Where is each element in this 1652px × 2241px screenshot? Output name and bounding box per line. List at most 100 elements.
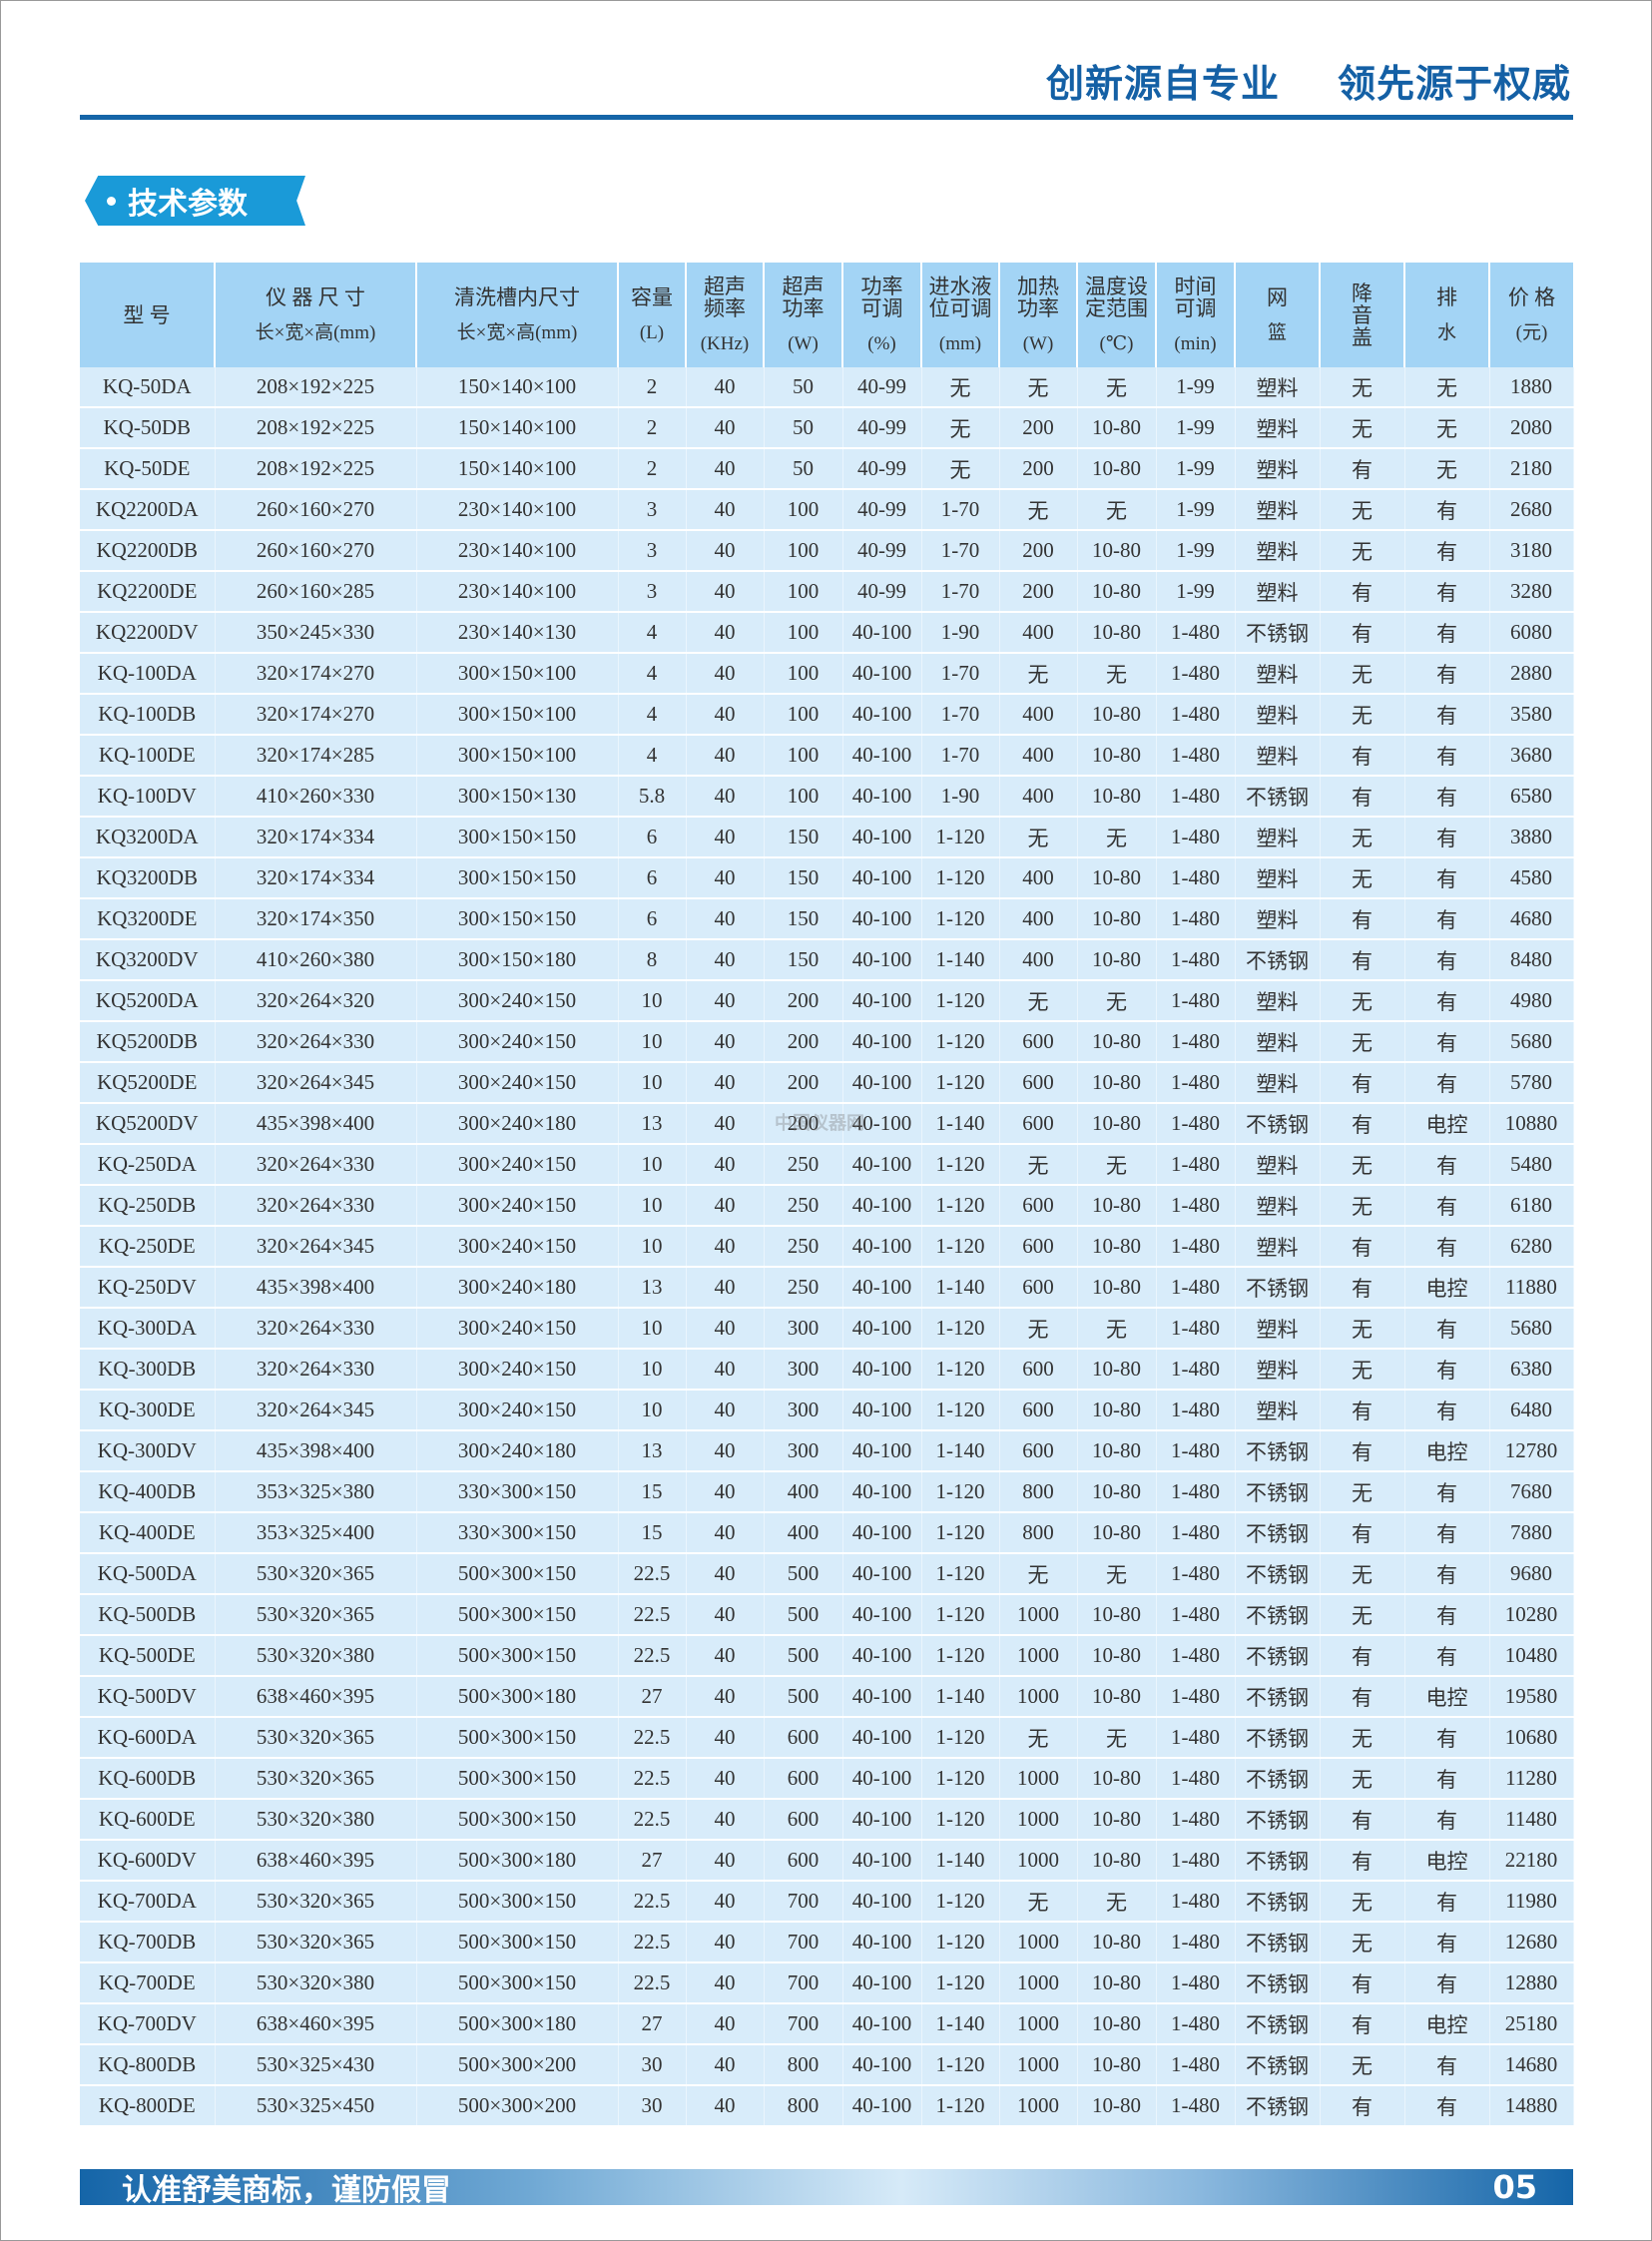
table-cell: 40 (686, 898, 765, 940)
table-cell: 1-99 (1156, 489, 1236, 531)
table-cell: KQ-100DV (80, 776, 216, 818)
table-cell: 1-120 (921, 1881, 1000, 1923)
table-cell: 15 (618, 1471, 687, 1513)
table-cell: 有 (1404, 980, 1490, 1022)
table-cell: 不锈钢 (1235, 1962, 1321, 2004)
table-cell: 40 (686, 448, 765, 490)
footer-bar: 认准舒美商标，谨防假冒 05 (80, 2168, 1573, 2208)
table-cell: 无 (1320, 817, 1405, 858)
table-cell: 40 (686, 1103, 765, 1145)
table-cell: 300×240×180 (416, 1267, 619, 1309)
table-cell: 有 (1320, 735, 1405, 777)
table-cell: 无 (1077, 817, 1157, 858)
table-cell: 320×264×345 (215, 1390, 417, 1431)
table-cell: 40 (686, 1267, 765, 1309)
table-cell: KQ-600DB (80, 1758, 216, 1800)
table-cell: 无 (999, 980, 1078, 1022)
table-cell: 无 (1077, 980, 1157, 1022)
table-cell: 500×300×150 (416, 1635, 619, 1677)
table-cell: 40 (686, 571, 765, 613)
table-row: KQ-300DA 320×264×330 300×240×150 10 40 300 40-… (80, 1308, 1574, 1350)
table-cell: 无 (1077, 1308, 1157, 1350)
table-row: KQ-600DE 530×320×380 500×300×150 22.5 40 600 4… (80, 1799, 1574, 1841)
table-cell: 10 (618, 1144, 687, 1186)
table-cell: 300×150×150 (416, 857, 619, 899)
table-cell: 有 (1404, 939, 1490, 981)
table-cell: 10-80 (1077, 1962, 1157, 2004)
table-cell: 1-480 (1156, 939, 1236, 981)
table-cell: 无 (1077, 1881, 1157, 1923)
table-cell: 10480 (1489, 1635, 1574, 1677)
table-cell: 塑料 (1235, 1308, 1321, 1350)
table-cell: 有 (1404, 1021, 1490, 1063)
table-cell: 22.5 (618, 1635, 687, 1677)
table-cell: 10 (618, 1062, 687, 1104)
table-cell: 6180 (1489, 1185, 1574, 1227)
table-cell: 40-99 (842, 571, 922, 613)
table-cell: 200 (764, 1062, 843, 1104)
table-cell: 塑料 (1235, 1226, 1321, 1268)
table-cell: 3880 (1489, 817, 1574, 858)
table-cell: 不锈钢 (1235, 1676, 1321, 1718)
table-cell: 塑料 (1235, 489, 1321, 531)
table-cell: 40 (686, 1594, 765, 1636)
table-cell: 有 (1404, 1717, 1490, 1759)
table-cell: 500×300×180 (416, 2003, 619, 2045)
table-cell: 200 (764, 1021, 843, 1063)
table-cell: 6 (618, 857, 687, 899)
table-cell: 300×240×150 (416, 980, 619, 1022)
table-cell: 40 (686, 939, 765, 981)
table-cell: 10-80 (1077, 694, 1157, 736)
table-cell: 无 (921, 407, 1000, 449)
table-cell: 无 (1320, 1021, 1405, 1063)
table-cell: 353×325×400 (215, 1512, 417, 1554)
table-cell: 不锈钢 (1235, 1471, 1321, 1513)
column-header: 超声 频率 (KHz) (686, 263, 765, 367)
column-header-unit: (W) (788, 332, 819, 354)
table-cell: 40-100 (842, 1226, 922, 1268)
table-cell: 40 (686, 694, 765, 736)
table-cell: 有 (1404, 898, 1490, 940)
table-cell: 435×398×400 (215, 1430, 417, 1472)
table-cell: 40-100 (842, 1062, 922, 1104)
table-cell: 400 (999, 612, 1078, 654)
table-cell: 有 (1404, 1185, 1490, 1227)
table-cell: KQ2200DE (80, 571, 216, 613)
table-cell: 40-99 (842, 530, 922, 572)
table-cell: 不锈钢 (1235, 1922, 1321, 1963)
table-cell: 有 (1404, 694, 1490, 736)
table-cell: 530×320×380 (215, 1962, 417, 2004)
table-cell: 无 (1320, 1881, 1405, 1923)
table-cell: 40-100 (842, 2003, 922, 2045)
table-cell: 40-100 (842, 1553, 922, 1595)
table-cell: 1-99 (1156, 571, 1236, 613)
table-cell: 10-80 (1077, 1390, 1157, 1431)
table-cell: 不锈钢 (1235, 2044, 1321, 2086)
table-cell: 1-480 (1156, 1881, 1236, 1923)
column-header-unit: (min) (1174, 332, 1217, 354)
table-cell: KQ-50DA (80, 367, 216, 408)
table-cell: 有 (1404, 1144, 1490, 1186)
table-row: KQ2200DV 350×245×330 230×140×130 4 40 100 40-1… (80, 612, 1574, 654)
table-cell: 有 (1404, 1349, 1490, 1391)
table-cell: 有 (1404, 489, 1490, 531)
table-cell: 300 (764, 1430, 843, 1472)
table-cell: 1-480 (1156, 612, 1236, 654)
table-cell: 1-99 (1156, 448, 1236, 490)
table-cell: 1-120 (921, 898, 1000, 940)
table-cell: 40 (686, 612, 765, 654)
table-cell: 无 (1404, 448, 1490, 490)
table-cell: 530×320×365 (215, 1758, 417, 1800)
table-cell: 50 (764, 407, 843, 449)
slogan-1: 创新源自专业 (1045, 62, 1280, 106)
table-cell: 11280 (1489, 1758, 1574, 1800)
table-cell: 320×174×270 (215, 653, 417, 695)
column-header: 容量 (L) (618, 263, 687, 367)
table-cell: 电控 (1404, 1840, 1490, 1882)
table-cell: 500 (764, 1635, 843, 1677)
table-cell: 40 (686, 367, 765, 408)
table-cell: 1-480 (1156, 1553, 1236, 1595)
table-cell: 600 (764, 1717, 843, 1759)
table-cell: 40-100 (842, 939, 922, 981)
table-cell: 700 (764, 1962, 843, 2004)
